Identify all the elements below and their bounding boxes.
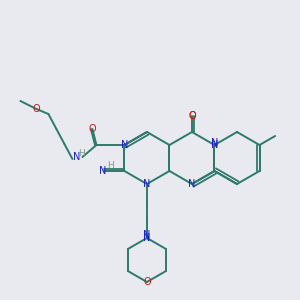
Text: O: O (188, 111, 196, 121)
Text: N: N (211, 138, 218, 148)
Text: O: O (188, 111, 196, 121)
Text: N: N (143, 233, 151, 243)
Text: N: N (143, 230, 151, 240)
Text: O: O (33, 104, 40, 114)
Text: O: O (143, 277, 151, 287)
Text: N: N (121, 140, 128, 150)
Text: N: N (99, 166, 106, 176)
Text: H: H (107, 161, 114, 170)
Text: O: O (88, 124, 96, 134)
Text: N: N (73, 152, 80, 162)
Text: N: N (211, 140, 218, 150)
Text: N: N (188, 179, 196, 189)
Text: N: N (143, 179, 151, 189)
Text: H: H (78, 149, 85, 158)
